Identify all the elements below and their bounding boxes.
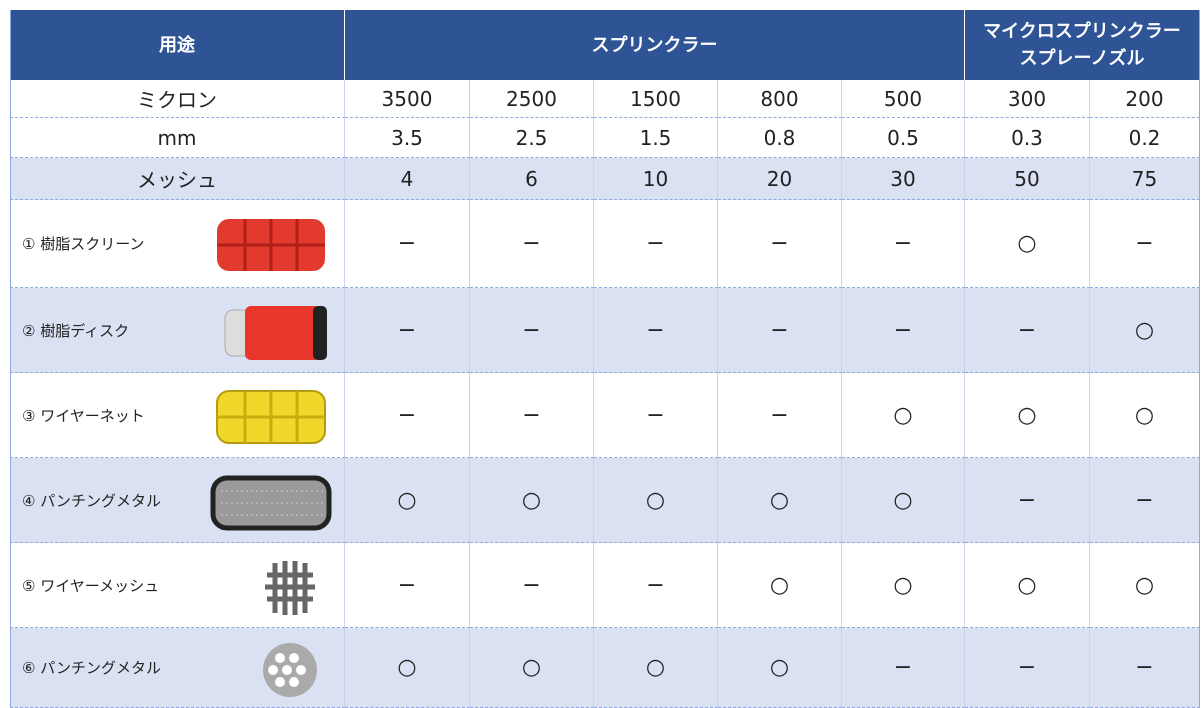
value-cell: −: [965, 288, 1090, 373]
value-cell: −: [345, 200, 470, 288]
value-cell: 800: [718, 80, 842, 118]
value-cell: −: [842, 200, 965, 288]
value-cell: ○: [842, 543, 965, 628]
value-cell: −: [842, 288, 965, 373]
product-icon: [210, 475, 332, 530]
value-cell: 0.5: [842, 118, 965, 158]
value-cell: −: [470, 288, 594, 373]
value-cell: 300: [965, 80, 1090, 118]
value-cell: −: [1090, 200, 1200, 288]
value-cell: ○: [345, 458, 470, 543]
header-sprinkler: スプリンクラー: [345, 10, 965, 80]
value-cell: ○: [1090, 543, 1200, 628]
product-icon: [224, 305, 327, 360]
header-line: スプレーノズル: [1019, 48, 1145, 69]
product-icon: [216, 389, 326, 444]
value-cell: −: [470, 543, 594, 628]
value-cell: −: [594, 543, 718, 628]
value-cell: −: [965, 628, 1090, 708]
value-cell: ○: [965, 200, 1090, 288]
product-label: ③ ワイヤーネット: [10, 373, 345, 458]
value-cell: 3.5: [345, 118, 470, 158]
value-cell: −: [718, 200, 842, 288]
value-cell: 500: [842, 80, 965, 118]
value-cell: 0.3: [965, 118, 1090, 158]
product-label: ① 樹脂スクリーン: [10, 200, 345, 288]
value-cell: ○: [718, 543, 842, 628]
value-cell: 0.8: [718, 118, 842, 158]
value-cell: −: [594, 288, 718, 373]
value-cell: 4: [345, 158, 470, 200]
value-cell: −: [594, 373, 718, 458]
value-cell: ○: [965, 373, 1090, 458]
header-usage: 用途: [10, 10, 345, 80]
value-cell: 1.5: [594, 118, 718, 158]
value-cell: ○: [718, 458, 842, 543]
value-cell: ○: [842, 458, 965, 543]
value-cell: ○: [1090, 288, 1200, 373]
value-cell: −: [345, 543, 470, 628]
value-cell: 3500: [345, 80, 470, 118]
value-cell: −: [1090, 458, 1200, 543]
value-cell: ○: [470, 628, 594, 708]
value-cell: 10: [594, 158, 718, 200]
product-icon: [265, 560, 315, 615]
value-cell: ○: [965, 543, 1090, 628]
value-cell: −: [842, 628, 965, 708]
value-cell: 2500: [470, 80, 594, 118]
row-label: メッシュ: [10, 158, 345, 200]
product-icon: [263, 643, 317, 697]
header-micro: マイクロスプリンクラー スプレーノズル: [965, 10, 1200, 80]
value-cell: 6: [470, 158, 594, 200]
value-cell: ○: [470, 458, 594, 543]
value-cell: 30: [842, 158, 965, 200]
value-cell: ○: [345, 628, 470, 708]
value-cell: −: [718, 373, 842, 458]
value-cell: 75: [1090, 158, 1200, 200]
value-cell: ○: [594, 458, 718, 543]
value-cell: −: [345, 373, 470, 458]
value-cell: ○: [1090, 373, 1200, 458]
product-icon: [217, 219, 325, 271]
product-label: ⑤ ワイヤーメッシュ: [10, 543, 345, 628]
value-cell: −: [1090, 628, 1200, 708]
value-cell: 1500: [594, 80, 718, 118]
value-cell: 50: [965, 158, 1090, 200]
value-cell: −: [470, 200, 594, 288]
value-cell: ○: [594, 628, 718, 708]
row-label: mm: [10, 118, 345, 158]
value-cell: −: [594, 200, 718, 288]
value-cell: −: [470, 373, 594, 458]
value-cell: 20: [718, 158, 842, 200]
value-cell: −: [718, 288, 842, 373]
value-cell: 2.5: [470, 118, 594, 158]
value-cell: 0.2: [1090, 118, 1200, 158]
value-cell: −: [965, 458, 1090, 543]
header-line: マイクロスプリンクラー: [983, 21, 1181, 42]
value-cell: ○: [842, 373, 965, 458]
value-cell: 200: [1090, 80, 1200, 118]
row-label: ミクロン: [10, 80, 345, 118]
value-cell: ○: [718, 628, 842, 708]
value-cell: −: [345, 288, 470, 373]
